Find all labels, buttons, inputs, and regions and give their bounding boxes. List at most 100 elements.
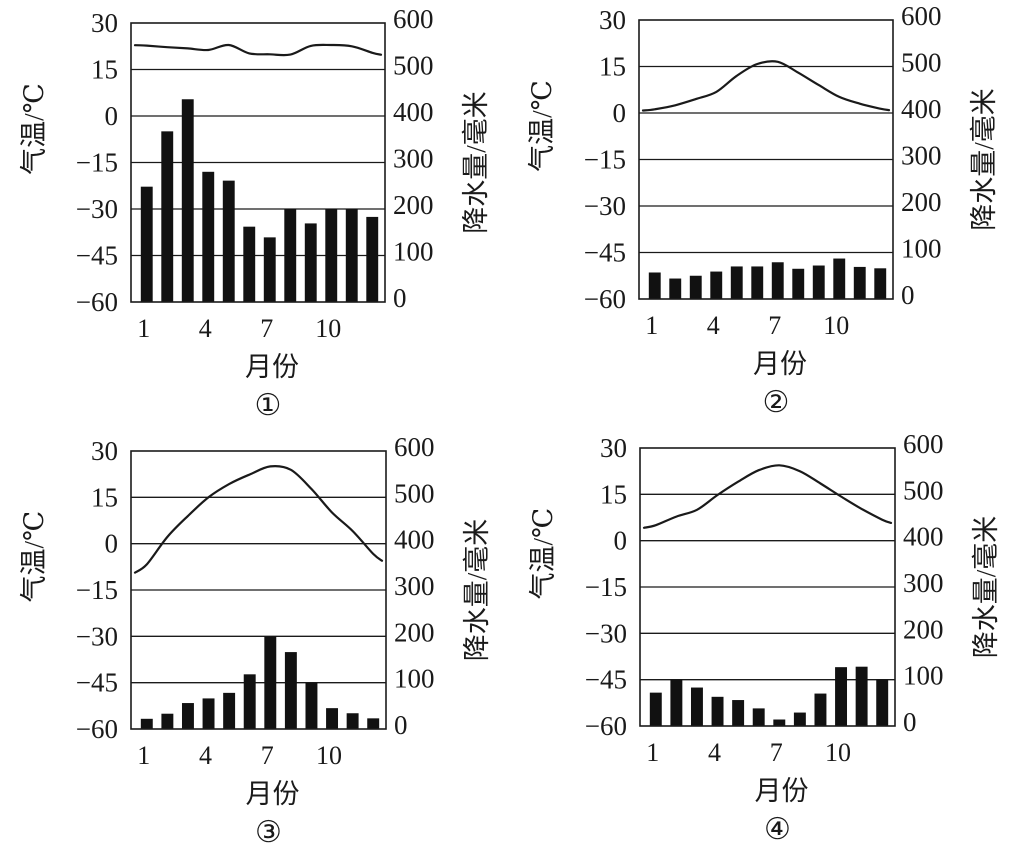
left-axis-tick-label: 15 xyxy=(91,55,118,85)
right-axis-title: 降水量/毫米 xyxy=(971,516,1001,659)
x-axis-tick-label: 4 xyxy=(708,738,721,767)
precip-bar-month-8 xyxy=(792,269,804,299)
right-axis-title: 降水量/毫米 xyxy=(461,91,491,234)
precip-bar-month-2 xyxy=(161,131,173,302)
x-axis-tick-label: 10 xyxy=(316,741,342,770)
right-axis-tick-label: 400 xyxy=(903,522,944,552)
left-axis-tick-label: −30 xyxy=(585,618,627,648)
panel-number-label: ③ xyxy=(255,816,282,849)
precip-bar-month-4 xyxy=(710,272,722,299)
right-axis-tick-label: 500 xyxy=(901,48,942,78)
right-axis-tick-label: 200 xyxy=(901,187,942,217)
right-axis-tick-label: 500 xyxy=(393,51,434,81)
x-axis-title: 月份 xyxy=(755,776,809,806)
right-axis-tick-label: 0 xyxy=(903,707,917,737)
precip-bar-month-12 xyxy=(874,268,886,299)
precip-bar-month-6 xyxy=(244,674,256,729)
right-axis-tick-label: 600 xyxy=(901,1,942,31)
left-axis-tick-label: −45 xyxy=(76,241,118,271)
right-axis-title: 降水量/毫米 xyxy=(462,519,492,662)
precip-bar-month-11 xyxy=(856,667,868,726)
precip-bar-month-1 xyxy=(141,719,153,729)
left-axis-tick-label: 0 xyxy=(613,98,627,128)
x-axis-tick-label: 1 xyxy=(645,311,658,340)
right-axis-tick-label: 400 xyxy=(394,525,435,555)
left-axis-tick-label: 0 xyxy=(614,526,628,556)
x-axis-tick-label: 4 xyxy=(199,741,212,770)
left-axis-tick-label: −15 xyxy=(585,572,627,602)
right-axis-tick-label: 100 xyxy=(394,664,435,694)
right-axis-tick-label: 200 xyxy=(393,190,434,220)
left-axis-tick-label: 15 xyxy=(599,52,626,82)
left-axis-tick-label: −30 xyxy=(76,194,118,224)
x-axis-tick-label: 1 xyxy=(646,738,659,767)
left-axis-tick-label: −60 xyxy=(76,287,118,317)
left-axis-tick-label: 0 xyxy=(105,101,119,131)
left-axis-tick-label: 30 xyxy=(91,436,118,466)
precip-bar-month-5 xyxy=(732,700,744,726)
left-axis-tick-label: −30 xyxy=(76,621,118,651)
precip-bar-month-7 xyxy=(773,720,785,726)
left-axis-title: 气温/℃ xyxy=(528,508,558,600)
left-axis-tick-label: −15 xyxy=(76,575,118,605)
precip-bar-month-2 xyxy=(669,279,681,299)
right-axis-tick-label: 600 xyxy=(393,4,434,34)
right-axis-tick-label: 300 xyxy=(394,571,435,601)
precip-bar-month-12 xyxy=(366,217,378,302)
x-axis-title: 月份 xyxy=(753,349,807,379)
left-axis-tick-label: 30 xyxy=(599,5,626,35)
x-axis-title: 月份 xyxy=(245,352,299,382)
precip-bar-month-3 xyxy=(182,703,194,729)
precip-bar-month-1 xyxy=(650,693,662,726)
x-axis-tick-label: 4 xyxy=(707,311,720,340)
precip-bar-month-10 xyxy=(833,259,845,299)
right-axis-tick-label: 500 xyxy=(394,478,435,508)
right-axis-tick-label: 0 xyxy=(393,283,407,313)
left-axis-tick-label: −60 xyxy=(584,284,626,314)
right-axis-tick-label: 500 xyxy=(903,475,944,505)
precip-bar-month-7 xyxy=(264,237,276,302)
left-axis-title: 气温/℃ xyxy=(527,80,557,172)
right-axis-tick-label: 300 xyxy=(903,568,944,598)
precip-bar-month-2 xyxy=(161,714,173,729)
precip-bar-month-9 xyxy=(305,223,317,302)
precip-bar-month-7 xyxy=(264,636,276,729)
panel-number-label: ① xyxy=(255,389,282,422)
right-axis-tick-label: 0 xyxy=(901,280,915,310)
right-axis-tick-label: 400 xyxy=(393,97,434,127)
left-axis-tick-label: −60 xyxy=(585,711,627,741)
precip-bar-month-11 xyxy=(854,267,866,299)
x-axis-tick-label: 1 xyxy=(137,741,150,770)
x-axis-tick-label: 10 xyxy=(823,311,849,340)
right-axis-tick-label: 100 xyxy=(903,661,944,691)
x-axis-tick-label: 10 xyxy=(825,738,851,767)
precip-bar-month-5 xyxy=(731,266,743,299)
precip-bar-month-3 xyxy=(690,276,702,299)
precip-bar-month-11 xyxy=(346,209,358,302)
right-axis-tick-label: 400 xyxy=(901,94,942,124)
x-axis-tick-label: 7 xyxy=(768,311,781,340)
temperature-line xyxy=(644,465,891,528)
precip-bar-month-11 xyxy=(347,713,359,729)
right-axis-tick-label: 100 xyxy=(393,237,434,267)
precip-bar-month-8 xyxy=(284,209,296,302)
precip-bar-month-10 xyxy=(835,667,847,726)
x-axis-title: 月份 xyxy=(246,779,300,809)
precip-bar-month-4 xyxy=(712,697,724,726)
left-axis-tick-label: −45 xyxy=(584,238,626,268)
precip-bar-month-3 xyxy=(182,99,194,302)
precip-bar-month-9 xyxy=(305,683,317,729)
precip-bar-month-6 xyxy=(751,266,763,299)
precip-bar-month-10 xyxy=(326,708,338,729)
precip-bar-month-9 xyxy=(814,694,826,726)
right-axis-tick-label: 200 xyxy=(903,614,944,644)
precip-bar-month-8 xyxy=(794,713,806,726)
temperature-line xyxy=(643,61,889,110)
precip-bar-month-9 xyxy=(813,266,825,299)
